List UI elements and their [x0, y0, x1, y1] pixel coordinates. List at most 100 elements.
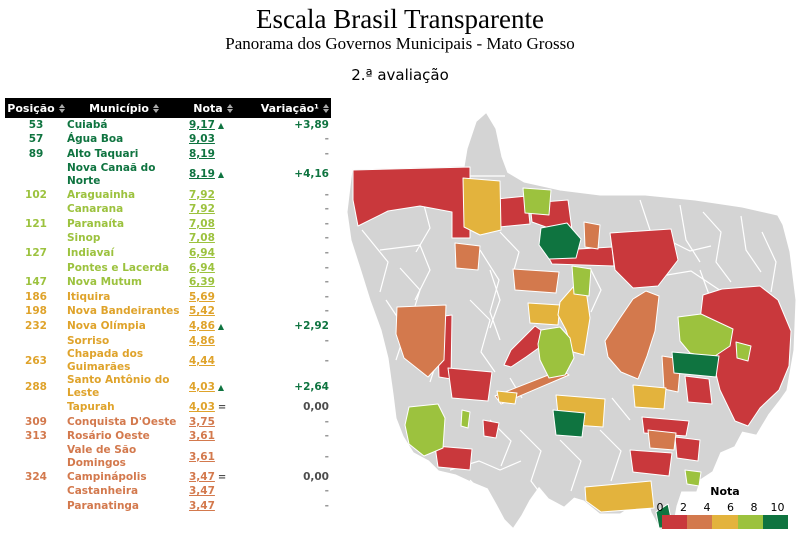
municipality-region[interactable] [460, 409, 471, 429]
municipality-region[interactable] [447, 367, 493, 402]
municipality-region[interactable] [735, 341, 752, 362]
municipality-region[interactable] [454, 242, 481, 271]
municipality-cell: Tapurah [67, 401, 115, 414]
nota-link[interactable]: 7,92 [189, 203, 215, 216]
nota-link[interactable]: 5,42 [189, 305, 215, 318]
table-row: 127 Indiavaí 6,94 - [5, 246, 331, 261]
municipality-region[interactable] [571, 265, 592, 297]
nota-cell: 7,08 [181, 218, 245, 231]
municipality-region[interactable] [395, 304, 447, 378]
municipality-region[interactable] [671, 351, 720, 378]
nota-cell: 8,19 ▲ [181, 168, 245, 181]
column-label: Posição [7, 101, 55, 115]
nota-link[interactable]: 8,19 [189, 147, 215, 160]
variation-cell: +3,89 [294, 118, 329, 131]
nota-link[interactable]: 6,94 [189, 261, 215, 274]
nota-cell: 4,03 = [181, 401, 245, 414]
municipality-cell: Santo Antônio do Leste [67, 374, 170, 400]
nota-link[interactable]: 5,69 [189, 290, 215, 303]
municipal-border [479, 249, 501, 341]
municipality-region[interactable] [404, 403, 446, 457]
ranking-table: Posição Município Nota Variação¹ 53 Cuiabá 9,… [5, 98, 331, 514]
sort-icon[interactable] [58, 103, 65, 113]
sort-icon[interactable] [323, 103, 329, 113]
municipality-cell: Sinop [67, 232, 101, 245]
municipality-region[interactable] [527, 302, 561, 326]
municipality-region[interactable] [552, 409, 586, 438]
municipality-region[interactable] [434, 445, 473, 471]
municipality-region[interactable] [584, 480, 655, 513]
municipality-region[interactable] [537, 326, 575, 379]
column-header-2[interactable]: Município [67, 102, 181, 115]
municipal-border [361, 229, 389, 293]
legend-tick-label: 0 [656, 501, 664, 514]
table-row: 186 Itiquira 5,69 - [5, 290, 331, 305]
municipal-border [379, 244, 431, 301]
legend-swatch [687, 515, 713, 529]
municipality-cell: Cuiabá [67, 118, 108, 131]
municipality-region[interactable] [684, 469, 702, 487]
column-header-1[interactable]: Posição [5, 102, 67, 115]
municipality-region[interactable] [677, 313, 734, 359]
table-row: Nova Canaã do Norte 8,19 ▲ +4,16 [5, 162, 331, 188]
nota-link[interactable]: 4,86 [189, 319, 215, 332]
nota-cell: 8,19 [181, 148, 245, 161]
municipality-region[interactable] [632, 384, 667, 410]
nota-link[interactable]: 4,03 [189, 401, 215, 414]
nota-link[interactable]: 7,08 [189, 232, 215, 245]
nota-link[interactable]: 6,39 [189, 276, 215, 289]
table-row: 147 Nova Mutum 6,39 - [5, 275, 331, 290]
nota-link[interactable]: 4,03 [189, 380, 215, 393]
nota-link[interactable]: 4,44 [189, 354, 215, 367]
page-header: Escala Brasil Transparente Panorama dos … [0, 0, 800, 84]
nota-cell: 4,03 ▲ [181, 381, 245, 394]
variation-cell: +2,92 [294, 319, 329, 332]
trend-up-icon: ▲ [217, 321, 225, 331]
nota-link[interactable]: 3,61 [189, 450, 215, 463]
municipality-cell: Pontes e Lacerda [67, 261, 170, 274]
municipality-region[interactable] [496, 390, 518, 405]
nota-link[interactable]: 3,47 [189, 500, 215, 513]
municipal-border [519, 429, 547, 502]
nota-link[interactable]: 3,75 [189, 415, 215, 428]
nota-link[interactable]: 3,47 [189, 485, 215, 498]
map-legend: Nota 0 2 4 6 8 10 [650, 485, 800, 529]
nota-link[interactable]: 7,92 [189, 188, 215, 201]
municipality-region[interactable] [522, 187, 552, 216]
column-header-4[interactable]: Variação¹ [245, 102, 331, 115]
municipality-cell: Vale de São Domingos [67, 444, 137, 470]
nota-link[interactable]: 4,86 [189, 334, 215, 347]
variation-cell: - [324, 500, 329, 513]
municipality-region[interactable] [647, 429, 677, 451]
sort-icon[interactable] [226, 103, 233, 113]
municipality-region[interactable] [482, 419, 500, 439]
municipality-region[interactable] [583, 221, 601, 250]
municipality-cell: Rosário Oeste [67, 430, 150, 443]
nota-link[interactable]: 9,17 [189, 118, 215, 131]
municipality-region[interactable] [674, 436, 701, 462]
nota-cell: 5,69 [181, 291, 245, 304]
table-row: Pontes e Lacerda 6,94 - [5, 261, 331, 276]
nota-link[interactable]: 8,19 [189, 168, 215, 181]
nota-link[interactable]: 6,94 [189, 246, 215, 259]
choropleth-map [347, 113, 796, 530]
municipality-region[interactable] [629, 449, 673, 477]
nota-link[interactable]: 3,47 [189, 470, 215, 483]
municipality-region[interactable] [512, 268, 560, 294]
nota-link[interactable]: 7,08 [189, 217, 215, 230]
municipality-region[interactable] [604, 290, 660, 380]
variation-cell: - [324, 276, 329, 289]
municipality-region[interactable] [609, 228, 679, 289]
variation-cell: +4,16 [294, 168, 329, 181]
nota-cell: 6,94 [181, 262, 245, 275]
municipality-region[interactable] [462, 177, 502, 236]
nota-cell: 9,17 ▲ [181, 119, 245, 132]
nota-link[interactable]: 9,03 [189, 133, 215, 146]
sort-icon[interactable] [152, 103, 159, 113]
municipal-border [489, 269, 501, 329]
municipality-region[interactable] [684, 375, 713, 405]
nota-link[interactable]: 3,61 [189, 430, 215, 443]
municipality-region[interactable] [538, 222, 582, 260]
column-header-3[interactable]: Nota [181, 102, 245, 115]
